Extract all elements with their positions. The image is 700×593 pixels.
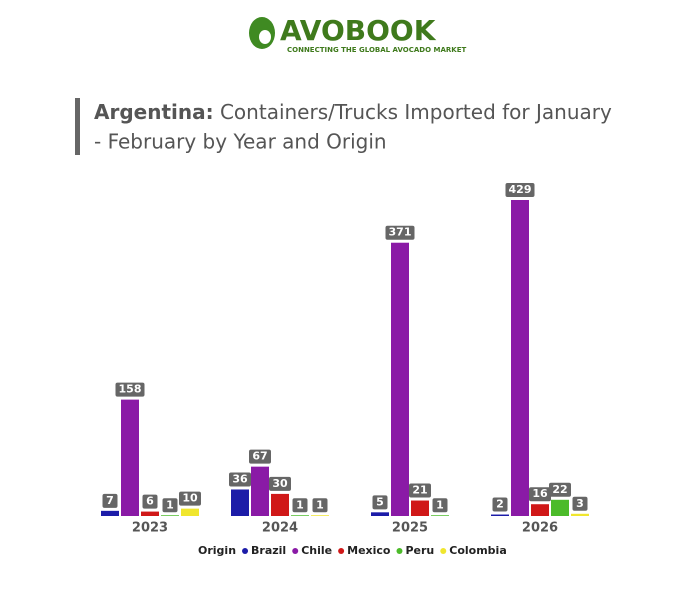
value-label: 158	[119, 383, 142, 396]
legend-marker	[242, 548, 249, 554]
legend-marker	[338, 548, 345, 554]
bar	[271, 493, 289, 516]
bar	[431, 515, 449, 516]
value-label-bg	[249, 449, 271, 464]
legend-title: Origin	[198, 544, 236, 557]
bar	[531, 504, 549, 516]
value-label: 30	[272, 477, 288, 490]
legend-marker	[440, 548, 447, 554]
bar	[181, 508, 199, 516]
title-line: Containers/Trucks Imported for January	[220, 100, 612, 124]
value-label-bg	[385, 225, 415, 240]
value-label: 5	[376, 495, 384, 508]
bar	[571, 513, 589, 516]
chart-title-cont: - February by Year and Origin	[94, 130, 387, 154]
value-label-bg	[102, 493, 118, 508]
x-tick-label: 2026	[522, 521, 558, 536]
value-label: 67	[252, 450, 267, 463]
value-label-bg	[372, 495, 388, 510]
value-label: 6	[146, 495, 154, 508]
value-label: 1	[436, 498, 444, 511]
bar	[101, 510, 119, 516]
legend-label: Peru	[405, 544, 434, 557]
value-label-bg	[549, 482, 571, 497]
bar	[141, 511, 159, 516]
title-bar	[75, 98, 80, 155]
value-label-bg	[179, 491, 201, 506]
value-label: 10	[182, 492, 198, 505]
bar	[121, 399, 139, 516]
chart-title: Argentina: Containers/Trucks Imported fo…	[94, 100, 612, 124]
bar	[311, 515, 329, 516]
bar	[511, 200, 529, 516]
legend-label: Brazil	[251, 544, 286, 557]
value-label: 3	[576, 497, 584, 510]
value-label-bg	[292, 498, 308, 513]
x-tick-label: 2024	[262, 521, 298, 536]
bar	[231, 489, 249, 516]
value-label: 1	[316, 498, 324, 511]
value-label-bg	[229, 472, 251, 487]
value-label-bg	[115, 382, 145, 397]
value-label: 22	[552, 483, 567, 496]
value-label-bg	[142, 494, 158, 509]
value-label: 1	[296, 498, 304, 511]
title-bold: Argentina:	[94, 100, 214, 124]
logo-name: AVOBOOK	[280, 14, 437, 47]
logo-icon-seed	[259, 30, 271, 44]
value-label-bg	[505, 183, 535, 197]
value-label-bg	[572, 496, 588, 511]
x-tick-label: 2023	[132, 521, 168, 536]
bar	[491, 514, 509, 516]
value-label-bg	[492, 497, 508, 512]
logo: AVOBOOK CONNECTING THE GLOBAL AVOCADO MA…	[249, 14, 466, 54]
bar	[411, 500, 429, 516]
bar	[551, 499, 569, 516]
value-label: 21	[412, 484, 427, 497]
bar	[371, 512, 389, 516]
value-label-bg	[529, 487, 551, 502]
logo-tagline: CONNECTING THE GLOBAL AVOCADO MARKET	[287, 46, 466, 54]
value-label: 7	[106, 494, 114, 507]
value-label: 36	[232, 472, 248, 485]
value-label-bg	[162, 498, 178, 513]
bar	[391, 242, 409, 517]
bar	[291, 515, 309, 516]
legend: Origin Brazil Chile Mexico Peru Colombia	[198, 544, 507, 557]
value-label-bg	[269, 476, 291, 491]
value-label: 16	[532, 487, 548, 500]
value-label-bg	[312, 498, 328, 513]
value-label-bg	[432, 498, 448, 513]
legend-label: Colombia	[449, 544, 507, 557]
value-label: 1	[166, 498, 174, 511]
value-label-bg	[409, 483, 431, 498]
bar	[161, 515, 179, 516]
value-label: 429	[509, 183, 532, 196]
legend-label: Chile	[301, 544, 332, 557]
legend-marker	[396, 548, 403, 554]
value-label: 371	[389, 226, 412, 239]
x-tick-label: 2025	[392, 521, 428, 536]
legend-marker	[292, 548, 299, 554]
value-label: 2	[496, 498, 504, 511]
bar	[251, 466, 269, 516]
legend-label: Mexico	[347, 544, 391, 557]
